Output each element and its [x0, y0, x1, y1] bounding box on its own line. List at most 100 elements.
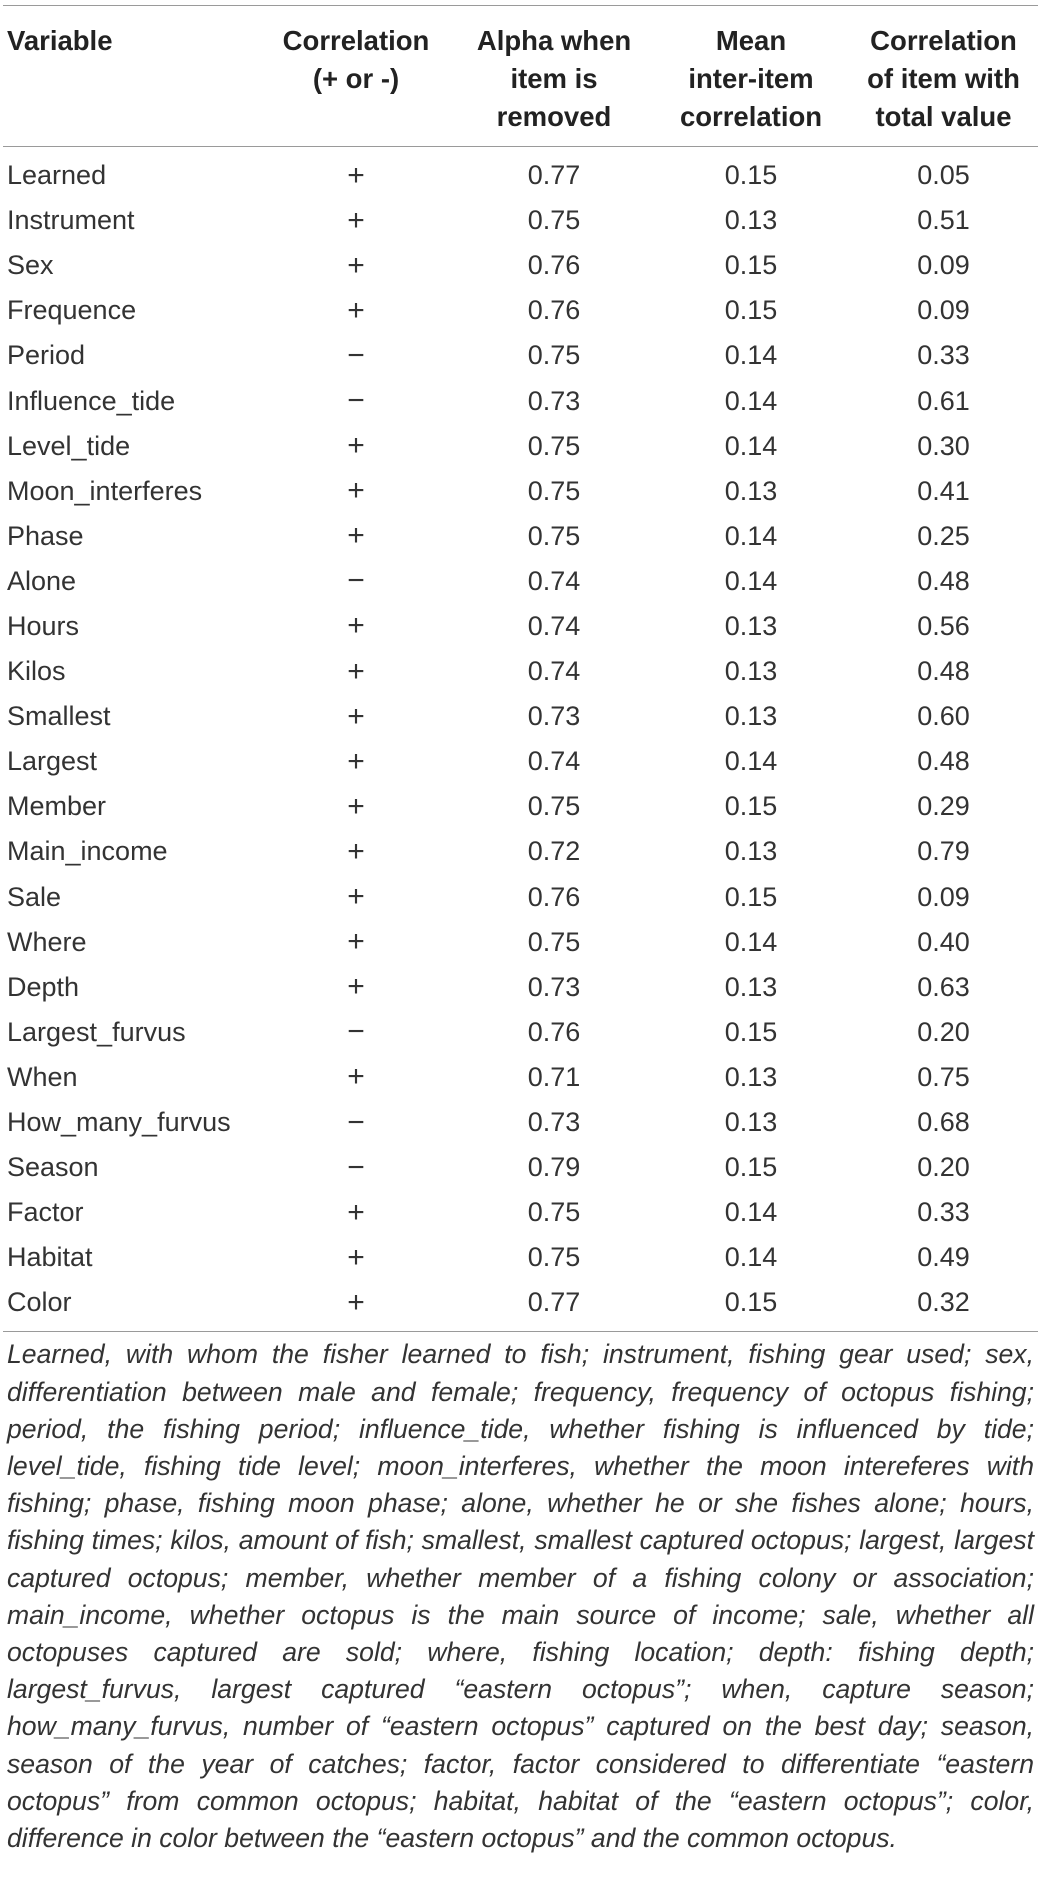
alpha-cell: 0.76	[527, 295, 581, 326]
mean-corr-cell: 0.14	[724, 926, 778, 957]
mean-corr-cell: 0.13	[724, 656, 778, 687]
table-row: Largest +0.74 0.14 0.48	[3, 739, 1038, 784]
alpha-cell: 0.75	[527, 791, 581, 822]
header-row: Variable Correlation (+ or -) Alpha when i…	[3, 6, 1038, 146]
sign-cell: +	[347, 203, 365, 237]
item-total-cell: 0.09	[917, 881, 970, 912]
sign-cell: +	[347, 970, 365, 1004]
alpha-cell: 0.75	[527, 340, 581, 371]
sign-cell: +	[347, 699, 365, 733]
variable-cell: Largest	[7, 746, 98, 777]
table-row: Smallest +0.73 0.13 0.60	[3, 694, 1038, 739]
alpha-cell: 0.75	[527, 430, 581, 461]
alpha-cell: 0.77	[527, 160, 581, 191]
mean-corr-cell: 0.15	[724, 1287, 778, 1318]
mean-corr-cell: 0.14	[724, 385, 778, 416]
sign-cell: +	[347, 1285, 365, 1319]
variable-cell: Moon_interferes	[7, 475, 203, 506]
mean-corr-cell: 0.14	[724, 565, 778, 596]
sign-cell: −	[347, 338, 365, 372]
sign-cell: +	[347, 1195, 365, 1229]
table-row: Largest_furvus − 0.76 0.15 0.20	[3, 1010, 1038, 1055]
item-total-cell: 0.49	[917, 1242, 970, 1273]
sign-cell: +	[347, 925, 365, 959]
variable-cell: Main_income	[7, 836, 168, 867]
sign-cell: +	[347, 519, 365, 553]
sign-cell: +	[347, 248, 365, 282]
item-total-cell: 0.40	[917, 926, 970, 957]
sign-cell: −	[347, 564, 365, 598]
mean-corr-cell: 0.15	[724, 881, 778, 912]
mean-corr-cell: 0.15	[724, 1152, 778, 1183]
table-body: Learned +0.77 0.15 0.05 Instrument +0.75 0.13 0…	[3, 153, 1038, 1325]
bottom-rule	[3, 1331, 1038, 1333]
item-total-cell: 0.29	[917, 791, 970, 822]
header-correlation-sign: Correlation (+ or -)	[282, 25, 430, 94]
sign-cell: +	[347, 293, 365, 327]
mean-corr-cell: 0.15	[724, 791, 778, 822]
table-row: Instrument +0.75 0.13 0.51	[3, 198, 1038, 243]
item-total-cell: 0.48	[917, 746, 970, 777]
variable-cell: Kilos	[7, 656, 66, 687]
item-total-cell: 0.75	[917, 1061, 970, 1092]
table-row: Habitat +0.75 0.14 0.49	[3, 1235, 1038, 1280]
mean-corr-cell: 0.14	[724, 340, 778, 371]
item-total-cell: 0.41	[917, 475, 970, 506]
sign-cell: +	[347, 609, 365, 643]
sign-cell: +	[347, 880, 365, 914]
alpha-cell: 0.74	[527, 565, 581, 596]
alpha-cell: 0.72	[527, 836, 581, 867]
header-variable: Variable	[7, 25, 113, 56]
header-mean-inter-item: Mean inter-item correlation	[679, 25, 823, 132]
alpha-cell: 0.73	[527, 701, 581, 732]
top-rule	[3, 5, 1038, 6]
alpha-cell: 0.75	[527, 475, 581, 506]
sign-cell: +	[347, 1060, 365, 1094]
sign-cell: −	[347, 1015, 365, 1049]
alpha-cell: 0.73	[527, 1107, 581, 1138]
table-row: Level_tide +0.75 0.14 0.30	[3, 424, 1038, 469]
mean-corr-cell: 0.15	[724, 250, 778, 281]
alpha-cell: 0.73	[527, 971, 581, 1002]
variable-cell: Largest_furvus	[7, 1016, 186, 1047]
item-total-cell: 0.09	[917, 295, 970, 326]
header-rule	[3, 146, 1038, 147]
variable-cell: Influence_tide	[7, 385, 176, 416]
sign-cell: +	[347, 744, 365, 778]
table-row: Moon_interferes +0.75 0.13 0.41	[3, 469, 1038, 514]
mean-corr-cell: 0.14	[724, 746, 778, 777]
table-row: Member +0.75 0.15 0.29	[3, 784, 1038, 829]
variable-cell: Color	[7, 1287, 72, 1318]
mean-corr-cell: 0.13	[724, 971, 778, 1002]
alpha-cell: 0.74	[527, 610, 581, 641]
item-total-cell: 0.56	[917, 610, 970, 641]
mean-corr-cell: 0.13	[724, 1061, 778, 1092]
variable-cell: Member	[7, 791, 107, 822]
variable-cell: Instrument	[7, 205, 135, 236]
mean-corr-cell: 0.14	[724, 1242, 778, 1273]
mean-corr-cell: 0.13	[724, 475, 778, 506]
item-total-cell: 0.68	[917, 1107, 970, 1138]
alpha-cell: 0.75	[527, 1242, 581, 1273]
mean-corr-cell: 0.13	[724, 836, 778, 867]
alpha-cell: 0.75	[527, 1197, 581, 1228]
variable-cell: Alone	[7, 565, 77, 596]
table-row: Influence_tide − 0.73 0.14 0.61	[3, 378, 1038, 423]
alpha-cell: 0.74	[527, 746, 581, 777]
variable-cell: Period	[7, 340, 86, 371]
item-total-cell: 0.48	[917, 565, 970, 596]
variable-cell: Frequence	[7, 295, 137, 326]
variable-cell: Season	[7, 1152, 99, 1183]
item-total-cell: 0.05	[917, 160, 970, 191]
table-row: Hours +0.74 0.13 0.56	[3, 604, 1038, 649]
sign-cell: +	[347, 429, 365, 463]
table-row: Sex +0.76 0.15 0.09	[3, 243, 1038, 288]
alpha-cell: 0.74	[527, 656, 581, 687]
sign-cell: +	[347, 654, 365, 688]
mean-corr-cell: 0.15	[724, 160, 778, 191]
sign-cell: −	[347, 384, 365, 418]
item-total-cell: 0.60	[917, 701, 970, 732]
table-container: Variable Correlation (+ or -) Alpha when i…	[3, 5, 1038, 1857]
table-body-wrap: Learned +0.77 0.15 0.05 Instrument +0.75 0.13 0…	[3, 153, 1038, 1325]
table-row: Frequence +0.76 0.15 0.09	[3, 288, 1038, 333]
